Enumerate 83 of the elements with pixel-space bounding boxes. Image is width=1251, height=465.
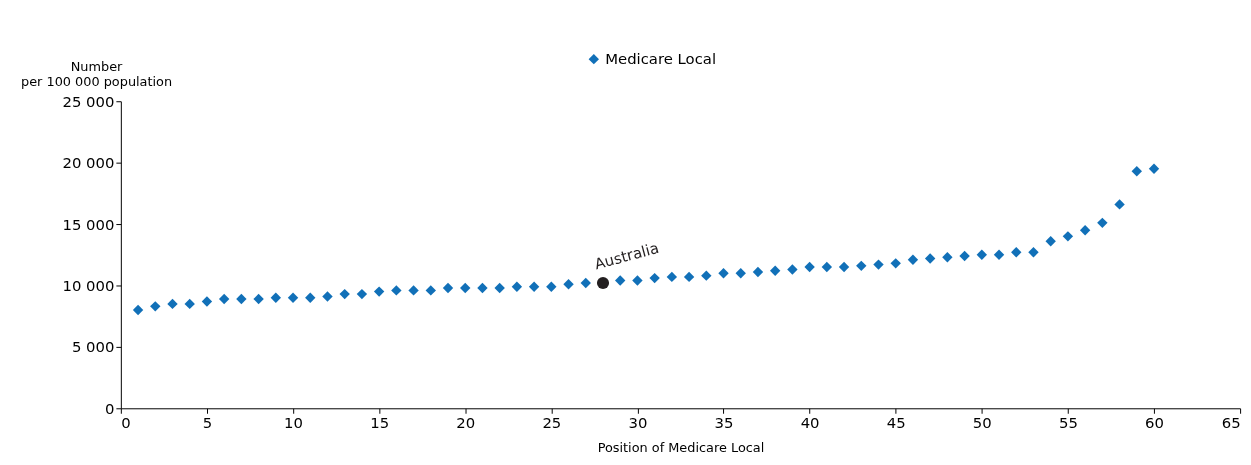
point — [838, 261, 850, 273]
y-tick-label: 20 000 — [62, 154, 115, 173]
point — [236, 293, 247, 305]
point — [649, 272, 660, 284]
point — [322, 291, 333, 302]
y-tick-label: 0 — [104, 399, 115, 418]
point — [580, 277, 591, 289]
x-tick-label: 40 — [800, 413, 820, 432]
point — [804, 261, 815, 273]
point — [856, 260, 867, 272]
point — [615, 275, 626, 286]
x-tick-label: 0 — [121, 413, 131, 432]
x-tick-label: 50 — [972, 413, 992, 432]
point — [752, 266, 764, 278]
x-tick-label: 25 — [542, 413, 562, 432]
point — [201, 296, 213, 307]
point — [1131, 166, 1142, 177]
point — [563, 279, 574, 290]
point — [1114, 199, 1125, 210]
point — [442, 282, 454, 294]
point — [511, 281, 523, 292]
point — [1011, 247, 1022, 258]
point — [942, 252, 953, 263]
x-tick-label: 35 — [714, 413, 734, 432]
x-tick-label: 65 — [1221, 413, 1241, 432]
point — [1045, 236, 1056, 247]
point — [596, 276, 610, 290]
point — [1062, 231, 1074, 242]
point — [683, 271, 695, 283]
point — [1028, 247, 1039, 258]
point — [821, 261, 833, 273]
y-tick-label: 10 000 — [62, 276, 115, 295]
point — [339, 288, 350, 300]
point — [373, 286, 385, 297]
point — [873, 259, 884, 270]
x-tick-label: 30 — [628, 413, 648, 432]
point — [959, 250, 970, 262]
point — [356, 288, 368, 300]
point — [150, 301, 161, 312]
point — [632, 275, 643, 286]
point — [993, 249, 1005, 260]
point — [890, 258, 901, 269]
y-tick-label: 15 000 — [62, 215, 115, 234]
point — [769, 265, 781, 276]
point — [528, 281, 540, 292]
point — [305, 292, 316, 303]
point — [184, 298, 195, 310]
point — [494, 282, 505, 294]
point — [666, 271, 678, 283]
point — [391, 285, 402, 296]
x-tick-label: 45 — [886, 413, 906, 432]
point — [425, 285, 436, 296]
x-tick-label: 20 — [456, 413, 476, 432]
point — [1079, 225, 1091, 236]
point — [976, 249, 988, 260]
point — [460, 282, 471, 294]
y-tick-label: 25 000 — [62, 92, 115, 111]
y-axis-title: Number per 100 000 population — [21, 59, 173, 89]
point — [408, 285, 419, 296]
point — [787, 264, 798, 275]
x-axis-title: Position of Medicare Local — [597, 440, 765, 456]
point — [1097, 217, 1108, 229]
x-tick-label: 5 — [202, 413, 213, 432]
point — [477, 282, 488, 294]
point — [546, 281, 557, 292]
x-tick-label: 55 — [1058, 413, 1078, 432]
point — [924, 253, 936, 264]
y-tick-label: 5 000 — [71, 338, 115, 357]
point — [132, 304, 144, 316]
x-tick-label: 60 — [1145, 413, 1164, 432]
point — [167, 298, 178, 310]
point — [1148, 163, 1160, 174]
point — [218, 293, 230, 305]
legend-label: Medicare Local — [605, 50, 717, 69]
point — [701, 270, 712, 281]
point — [253, 293, 264, 305]
point — [287, 292, 299, 303]
point — [270, 292, 282, 303]
point — [735, 268, 746, 279]
point — [907, 254, 919, 265]
x-tick-label: 15 — [370, 413, 390, 432]
point — [718, 268, 729, 279]
x-tick-label: 10 — [284, 413, 303, 432]
